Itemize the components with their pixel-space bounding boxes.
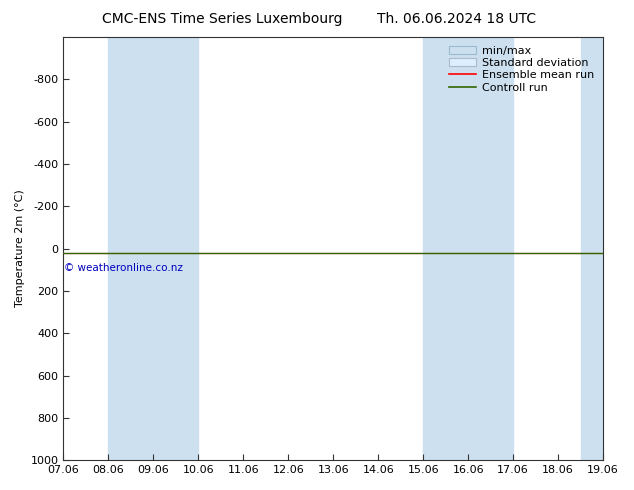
Text: Th. 06.06.2024 18 UTC: Th. 06.06.2024 18 UTC — [377, 12, 536, 26]
Bar — [468, 37, 513, 460]
Bar — [424, 37, 468, 460]
Legend: min/max, Standard deviation, Ensemble mean run, Controll run: min/max, Standard deviation, Ensemble me… — [445, 43, 598, 96]
Y-axis label: Temperature 2m (°C): Temperature 2m (°C) — [15, 190, 25, 307]
Text: CMC-ENS Time Series Luxembourg: CMC-ENS Time Series Luxembourg — [101, 12, 342, 26]
Text: © weatheronline.co.nz: © weatheronline.co.nz — [64, 263, 183, 272]
Bar — [153, 37, 198, 460]
Bar — [581, 37, 603, 460]
Bar — [108, 37, 153, 460]
